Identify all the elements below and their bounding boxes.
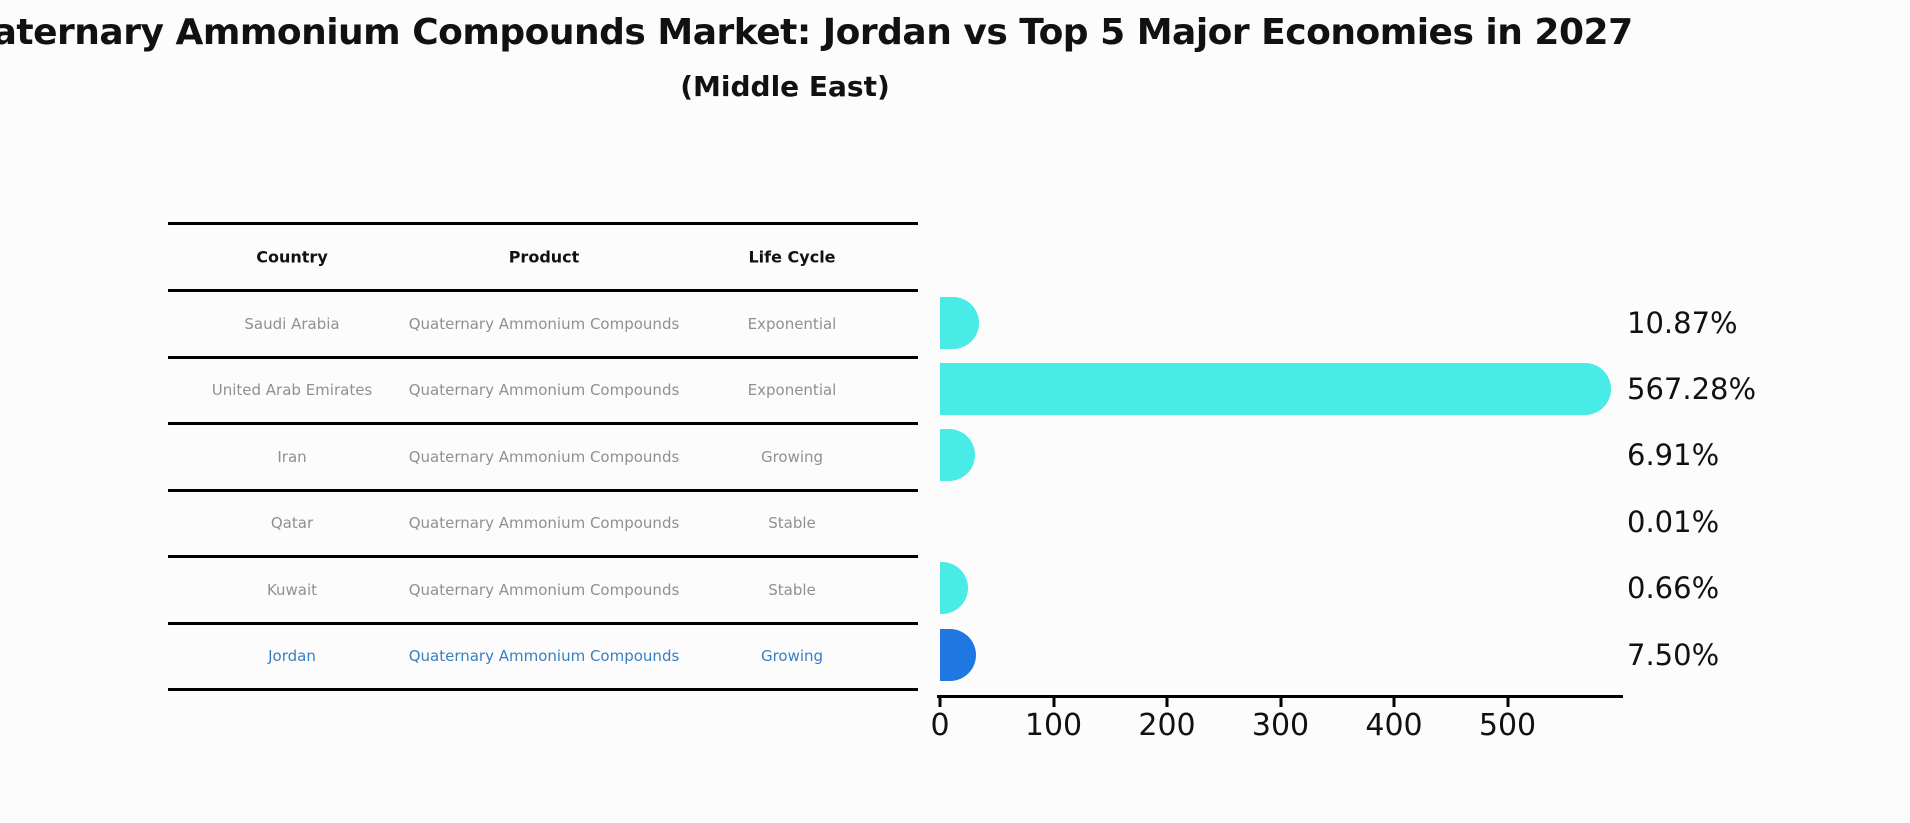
table-row: Kuwait Quaternary Ammonium Compounds Sta… bbox=[168, 558, 918, 625]
x-axis-line bbox=[937, 695, 1623, 698]
x-axis-tick-label: 300 bbox=[1251, 708, 1310, 743]
cell-lifecycle: Stable bbox=[768, 580, 816, 599]
cell-product: Quaternary Ammonium Compounds bbox=[408, 580, 680, 599]
bar-row: 10.87% bbox=[0, 296, 1910, 349]
cell-lifecycle: Growing bbox=[760, 647, 824, 666]
table-row: Iran Quaternary Ammonium Compounds Growi… bbox=[168, 425, 918, 492]
table-row: Qatar Quaternary Ammonium Compounds Stab… bbox=[168, 492, 918, 558]
bar-jordan bbox=[940, 628, 976, 681]
column-header-lifecycle: Life Cycle bbox=[748, 247, 836, 267]
bar-row: 6.91% bbox=[0, 429, 1910, 482]
x-axis-tick bbox=[1506, 697, 1509, 707]
cell-product: Quaternary Ammonium Compounds bbox=[408, 381, 680, 400]
x-axis-tick-label: 200 bbox=[1138, 708, 1196, 743]
x-axis-tick bbox=[1279, 697, 1282, 707]
value-label: 0.66% bbox=[1627, 571, 1720, 606]
x-axis-tick bbox=[1165, 697, 1169, 707]
value-label: 0.01% bbox=[1627, 504, 1720, 539]
bar-kuwait bbox=[940, 562, 968, 615]
cell-country: Iran bbox=[277, 447, 307, 466]
table-header-row: Country Product Life Cycle bbox=[168, 225, 918, 292]
cell-product: Quaternary Ammonium Compounds bbox=[408, 514, 680, 533]
cell-country: Kuwait bbox=[266, 580, 318, 599]
cell-product: Quaternary Ammonium Compounds bbox=[408, 447, 680, 466]
column-header-product: Product bbox=[508, 247, 580, 267]
x-axis-tick-label: 0 bbox=[930, 708, 950, 743]
bar-united-arab-emirates bbox=[940, 362, 1611, 415]
page-title: Quaternary Ammonium Compounds Market: Jo… bbox=[0, 12, 1633, 53]
cell-country: Saudi Arabia bbox=[244, 314, 340, 333]
bar-row: 7.50% bbox=[0, 628, 1910, 681]
cell-lifecycle: Stable bbox=[768, 514, 816, 533]
x-axis-tick bbox=[938, 697, 942, 707]
value-label: 10.87% bbox=[1627, 305, 1738, 340]
cell-country: United Arab Emirates bbox=[211, 381, 373, 400]
cell-lifecycle: Exponential bbox=[747, 381, 837, 400]
data-table: Country Product Life Cycle Saudi Arabia … bbox=[168, 222, 918, 691]
bar-row: 0.01% bbox=[0, 496, 1910, 548]
value-label: 567.28% bbox=[1627, 371, 1757, 406]
bar-iran bbox=[940, 429, 975, 482]
x-axis-tick-label: 400 bbox=[1365, 708, 1423, 743]
table-row-jordan: Jordan Quaternary Ammonium Compounds Gro… bbox=[168, 625, 918, 691]
bar-row: 0.66% bbox=[0, 562, 1910, 615]
cell-country: Jordan bbox=[268, 647, 316, 666]
table-row: United Arab Emirates Quaternary Ammonium… bbox=[168, 359, 918, 425]
x-axis-tick-label: 100 bbox=[1024, 708, 1083, 743]
x-axis-tick bbox=[1052, 697, 1055, 707]
x-axis-tick-label: 500 bbox=[1478, 708, 1537, 743]
value-label: 7.50% bbox=[1627, 637, 1720, 672]
bar-saudi-arabia bbox=[940, 296, 980, 349]
column-header-country: Country bbox=[256, 247, 328, 267]
cell-lifecycle: Growing bbox=[760, 447, 824, 466]
table-row: Saudi Arabia Quaternary Ammonium Compoun… bbox=[168, 292, 918, 359]
x-axis-tick bbox=[1392, 697, 1396, 707]
cell-country: Qatar bbox=[270, 514, 314, 533]
cell-product: Quaternary Ammonium Compounds bbox=[408, 647, 680, 666]
value-label: 6.91% bbox=[1627, 438, 1720, 473]
cell-product: Quaternary Ammonium Compounds bbox=[408, 314, 680, 333]
cell-lifecycle: Exponential bbox=[747, 314, 837, 333]
bar-row: 567.28% bbox=[0, 362, 1910, 415]
page-subtitle: (Middle East) bbox=[680, 70, 890, 103]
